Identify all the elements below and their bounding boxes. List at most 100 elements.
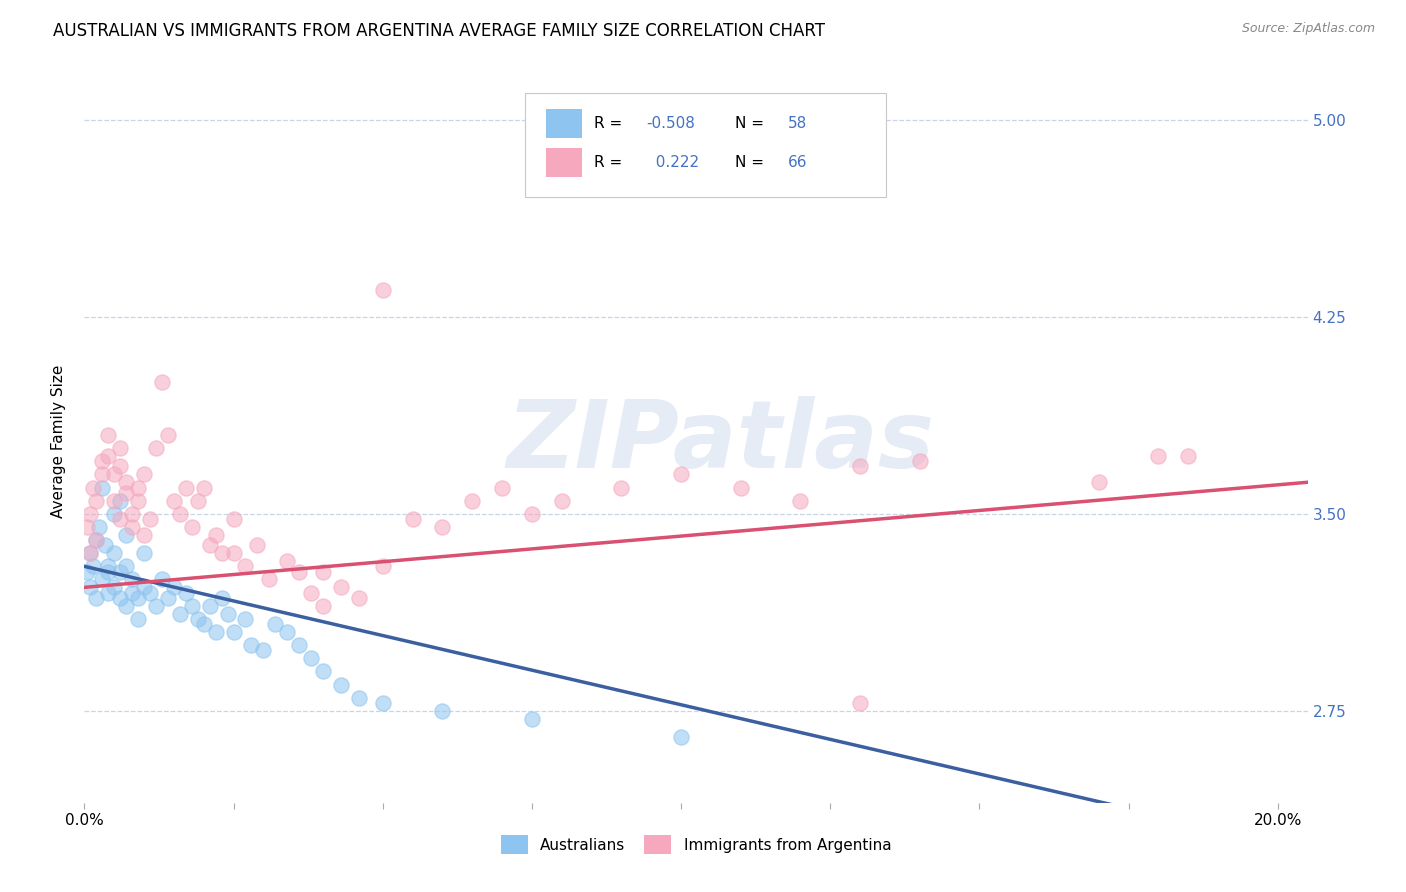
Point — [84, 533, 107, 547]
Point — [103, 546, 125, 560]
Point — [849, 696, 872, 710]
Point — [299, 585, 322, 599]
Text: 58: 58 — [787, 116, 807, 131]
Point — [371, 696, 394, 710]
Text: 0.222: 0.222 — [645, 155, 699, 170]
Point — [222, 512, 245, 526]
Point — [276, 554, 298, 568]
Point — [198, 538, 221, 552]
Point — [108, 493, 131, 508]
Point — [108, 565, 131, 579]
Point — [163, 580, 186, 594]
Point — [329, 580, 352, 594]
Point — [669, 730, 692, 744]
Point — [103, 507, 125, 521]
Point — [347, 591, 370, 605]
Text: -0.508: -0.508 — [645, 116, 695, 131]
Point — [235, 559, 257, 574]
Y-axis label: Average Family Size: Average Family Size — [51, 365, 66, 518]
Point — [121, 520, 143, 534]
Point — [312, 665, 335, 679]
Point — [169, 607, 191, 621]
Point — [132, 528, 155, 542]
Point — [115, 475, 138, 490]
FancyBboxPatch shape — [546, 148, 582, 178]
Point — [150, 376, 173, 390]
Point — [193, 481, 215, 495]
Point — [401, 512, 423, 526]
Point — [127, 481, 149, 495]
Point — [150, 573, 173, 587]
Point — [198, 599, 221, 613]
Point — [187, 493, 209, 508]
Point — [127, 612, 149, 626]
Point — [252, 643, 274, 657]
Point — [180, 520, 202, 534]
Point — [108, 591, 131, 605]
Point — [1206, 822, 1229, 836]
Point — [108, 512, 131, 526]
Point — [347, 690, 370, 705]
Point — [84, 533, 107, 547]
Point — [84, 493, 107, 508]
Point — [76, 520, 98, 534]
Point — [217, 607, 239, 621]
Point — [79, 507, 101, 521]
Point — [132, 467, 155, 482]
Point — [193, 617, 215, 632]
Point — [551, 493, 574, 508]
Point — [97, 449, 120, 463]
Point — [204, 528, 226, 542]
Point — [169, 507, 191, 521]
Point — [240, 638, 263, 652]
Point — [156, 591, 179, 605]
Point — [461, 493, 484, 508]
Point — [174, 585, 197, 599]
Point — [132, 546, 155, 560]
Text: R =: R = — [595, 155, 627, 170]
Point — [312, 565, 335, 579]
Point — [1177, 449, 1199, 463]
Point — [264, 617, 287, 632]
Point — [145, 441, 167, 455]
Point — [259, 573, 281, 587]
Point — [97, 559, 120, 574]
Point — [115, 485, 138, 500]
Point — [163, 493, 186, 508]
Point — [908, 454, 931, 468]
Point — [491, 481, 513, 495]
Point — [299, 651, 322, 665]
Point — [82, 559, 104, 574]
Point — [329, 677, 352, 691]
Point — [610, 481, 633, 495]
Point — [121, 507, 143, 521]
Point — [222, 546, 245, 560]
Point — [97, 565, 120, 579]
Text: ZIPatlas: ZIPatlas — [506, 395, 935, 488]
Point — [235, 612, 257, 626]
Point — [82, 481, 104, 495]
Point — [432, 520, 454, 534]
Point — [432, 704, 454, 718]
Legend: Australians, Immigrants from Argentina: Australians, Immigrants from Argentina — [495, 830, 897, 860]
Text: R =: R = — [595, 116, 627, 131]
Point — [115, 559, 138, 574]
Point — [103, 580, 125, 594]
Point — [108, 459, 131, 474]
Point — [139, 585, 162, 599]
Point — [145, 599, 167, 613]
Point — [91, 481, 114, 495]
Point — [288, 565, 311, 579]
Text: Source: ZipAtlas.com: Source: ZipAtlas.com — [1241, 22, 1375, 36]
Point — [121, 585, 143, 599]
Point — [103, 467, 125, 482]
Point — [156, 428, 179, 442]
Point — [97, 428, 120, 442]
Point — [91, 454, 114, 468]
Text: N =: N = — [735, 155, 769, 170]
Point — [89, 520, 111, 534]
Point — [789, 493, 811, 508]
Point — [139, 512, 162, 526]
Point — [127, 493, 149, 508]
Point — [204, 625, 226, 640]
